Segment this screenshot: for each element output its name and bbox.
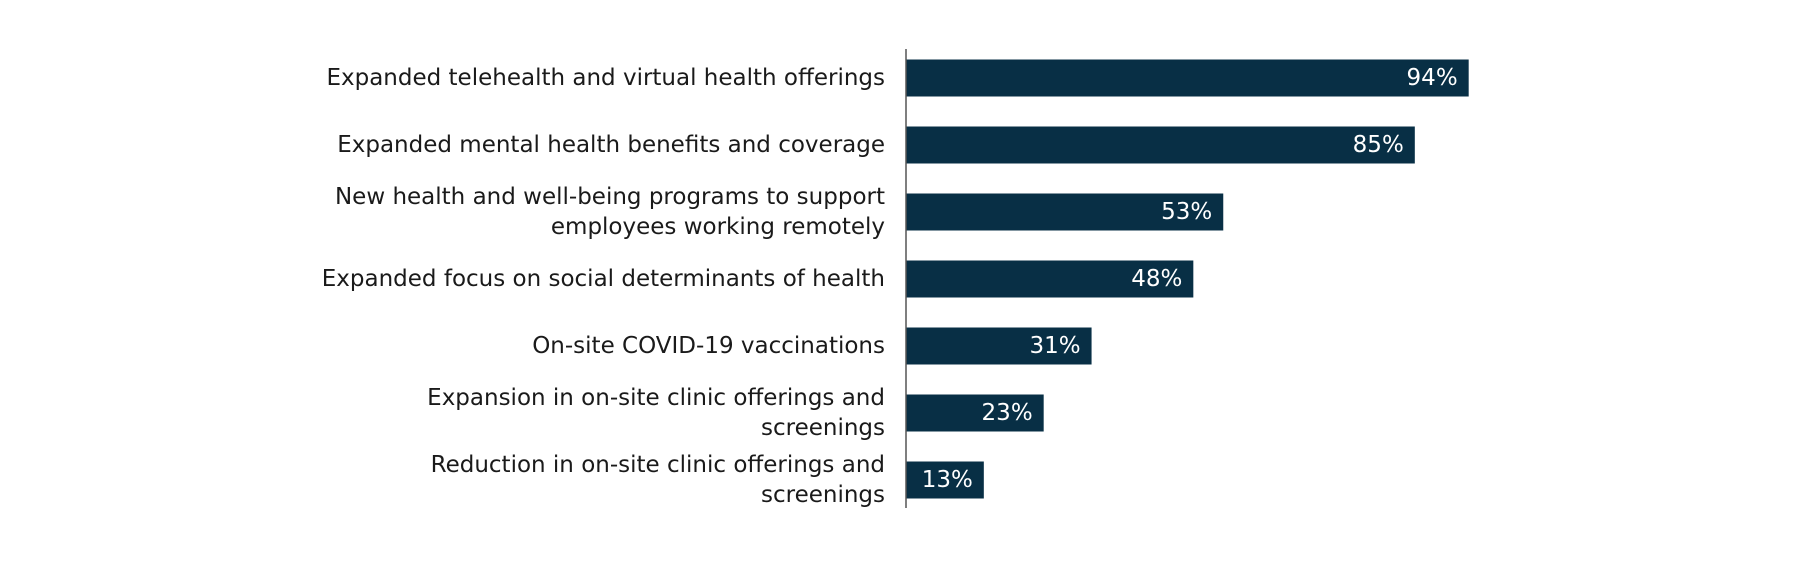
value-labels-group: 94% 85% 53% 48% 31% 23% 13% (922, 65, 1458, 493)
bar (906, 461, 984, 499)
category-label: Expansion in on-site clinic offerings an… (427, 385, 885, 441)
category-label-line: On-site COVID-19 vaccinations (532, 333, 885, 359)
bar (906, 59, 1469, 97)
data-label: 48% (1131, 266, 1182, 292)
category-label: Expanded telehealth and virtual health o… (326, 65, 885, 91)
data-label: 13% (922, 467, 973, 493)
category-labels-group: Expanded telehealth and virtual health o… (322, 65, 885, 508)
data-label: 23% (982, 400, 1033, 426)
category-label: New health and well-being programs to su… (335, 184, 885, 240)
category-label: Reduction in on-site clinic offerings an… (431, 452, 885, 508)
category-label: On-site COVID-19 vaccinations (532, 333, 885, 359)
bar (906, 327, 1092, 365)
category-label: Expanded focus on social determinants of… (322, 266, 885, 292)
data-label: 31% (1029, 333, 1080, 359)
data-label: 53% (1161, 199, 1212, 225)
bar (906, 394, 1044, 432)
bar (906, 260, 1194, 298)
category-label-line: screenings (761, 482, 885, 508)
category-label-line: Expanded mental health benefits and cove… (337, 132, 885, 158)
category-label: Expanded mental health benefits and cove… (337, 132, 885, 158)
bar (906, 126, 1415, 164)
data-label: 85% (1353, 132, 1404, 158)
category-label-line: Expanded telehealth and virtual health o… (326, 65, 885, 91)
category-label-line: Expansion in on-site clinic offerings an… (427, 385, 885, 411)
category-label-line: Expanded focus on social determinants of… (322, 266, 885, 292)
category-label-line: Reduction in on-site clinic offerings an… (431, 452, 885, 478)
bar (906, 193, 1224, 231)
bars-group (906, 59, 1469, 499)
category-label-line: employees working remotely (551, 214, 885, 240)
category-label-line: New health and well-being programs to su… (335, 184, 885, 210)
data-label: 94% (1407, 65, 1458, 91)
category-label-line: screenings (761, 415, 885, 441)
